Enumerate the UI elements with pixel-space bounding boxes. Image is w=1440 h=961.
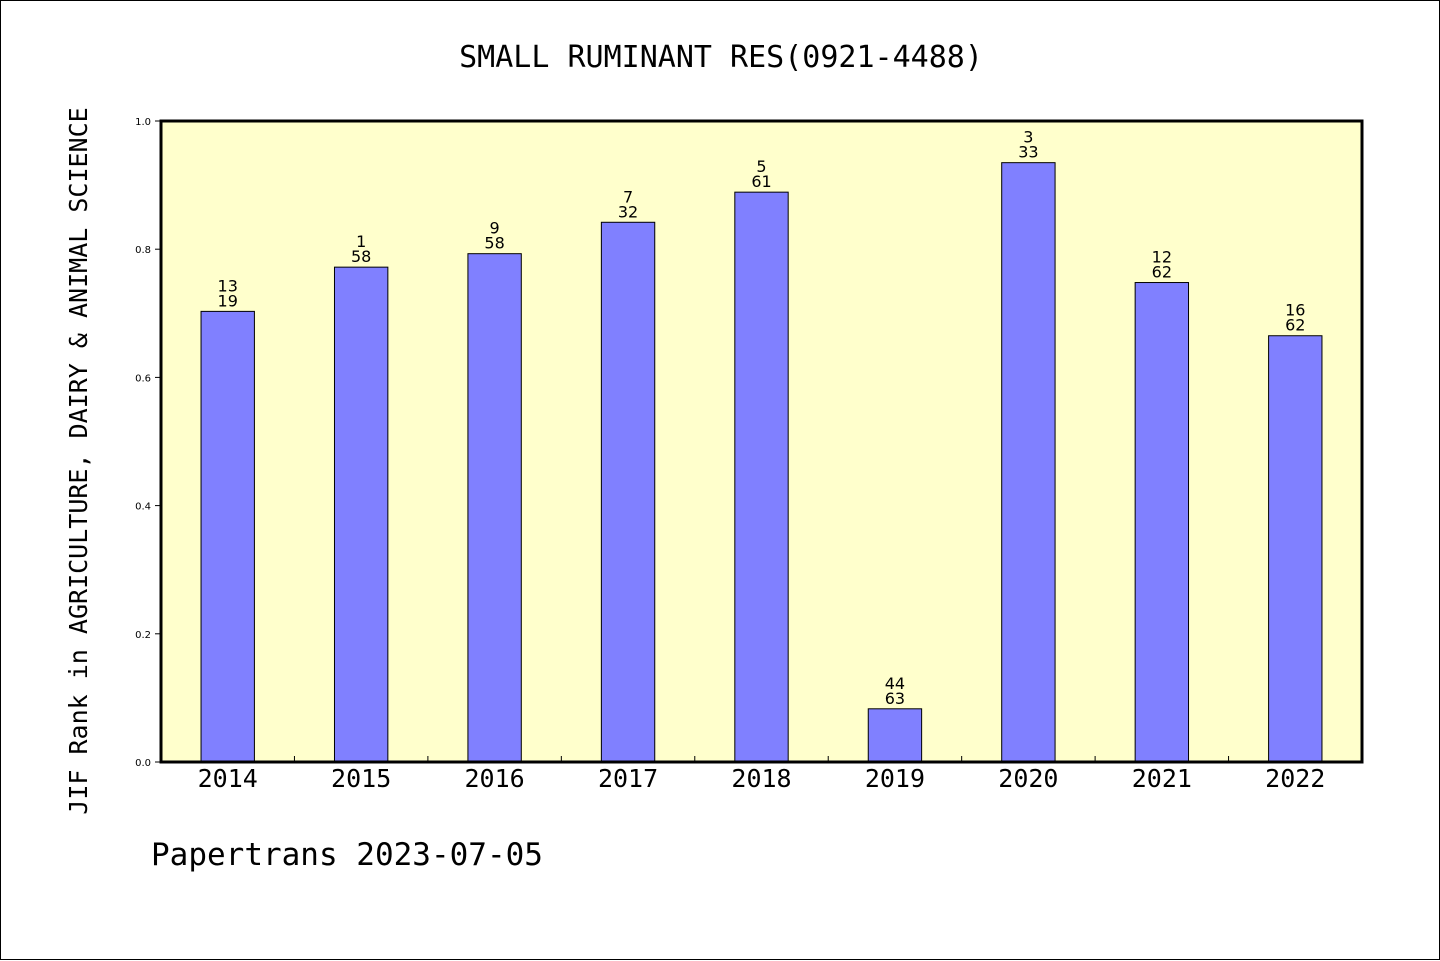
x-tick-label: 2022 bbox=[1265, 764, 1325, 793]
data-label-total: 62 bbox=[1152, 263, 1172, 282]
y-tick-label: 1.0 bbox=[135, 117, 151, 128]
bar-2022 bbox=[1268, 335, 1323, 763]
chart-title: SMALL RUMINANT RES(0921-4488) bbox=[459, 40, 983, 75]
y-tick-label: 0.4 bbox=[135, 502, 151, 513]
x-tick-label: 2020 bbox=[998, 764, 1058, 793]
x-tick-label: 2019 bbox=[865, 764, 925, 793]
bar-2017 bbox=[600, 221, 656, 763]
data-label-rank: 12 bbox=[1152, 248, 1172, 267]
data-label-rank: 7 bbox=[623, 187, 633, 206]
y-axis-label: JIF Rank in AGRICULTURE, DAIRY & ANIMAL … bbox=[64, 107, 93, 814]
x-tick-label: 2014 bbox=[198, 764, 258, 793]
bar-2019 bbox=[867, 708, 923, 763]
data-label-rank: 44 bbox=[885, 674, 905, 693]
data-label-total: 58 bbox=[351, 247, 371, 266]
data-label-total: 58 bbox=[484, 234, 504, 253]
bar-2014 bbox=[200, 310, 255, 763]
x-tick-label: 2015 bbox=[331, 764, 391, 793]
y-axis-ticks: 0.0 0.2 0.4 0.6 0.8 1.0 bbox=[135, 117, 161, 769]
y-tick-label: 0.0 bbox=[135, 758, 151, 769]
data-label-rank: 3 bbox=[1023, 128, 1033, 147]
bar-2018 bbox=[734, 191, 789, 763]
y-tick-label: 0.2 bbox=[135, 630, 151, 641]
data-label-rank: 1 bbox=[356, 232, 366, 251]
bars bbox=[200, 162, 1323, 763]
data-label-total: 62 bbox=[1285, 316, 1305, 335]
bar-2021 bbox=[1134, 282, 1190, 763]
footer-text: Papertrans 2023-07-05 bbox=[151, 837, 543, 873]
data-label-total: 63 bbox=[885, 689, 905, 708]
bar-2020 bbox=[1001, 162, 1056, 763]
x-axis-ticks: 2014 2015 2016 2017 2018 2019 2020 2021 2022 bbox=[198, 756, 1325, 793]
x-tick-label: 2021 bbox=[1132, 764, 1192, 793]
data-label-rank: 5 bbox=[756, 157, 766, 176]
y-tick-label: 0.6 bbox=[135, 373, 151, 384]
x-tick-label: 2018 bbox=[731, 764, 791, 793]
data-label-rank: 16 bbox=[1285, 301, 1305, 320]
data-label-total: 33 bbox=[1018, 143, 1038, 162]
data-label-rank: 9 bbox=[490, 219, 500, 238]
x-tick-label: 2016 bbox=[465, 764, 525, 793]
plot-border bbox=[159, 119, 1364, 764]
y-tick-label: 0.8 bbox=[135, 245, 151, 256]
data-label-total: 19 bbox=[218, 291, 238, 310]
data-label-total: 32 bbox=[618, 202, 638, 221]
bar-2016 bbox=[467, 253, 522, 763]
x-tick-label: 2017 bbox=[598, 764, 658, 793]
data-label-total: 61 bbox=[751, 172, 771, 191]
data-label-rank: 13 bbox=[218, 276, 238, 295]
bar-2015 bbox=[333, 266, 389, 763]
